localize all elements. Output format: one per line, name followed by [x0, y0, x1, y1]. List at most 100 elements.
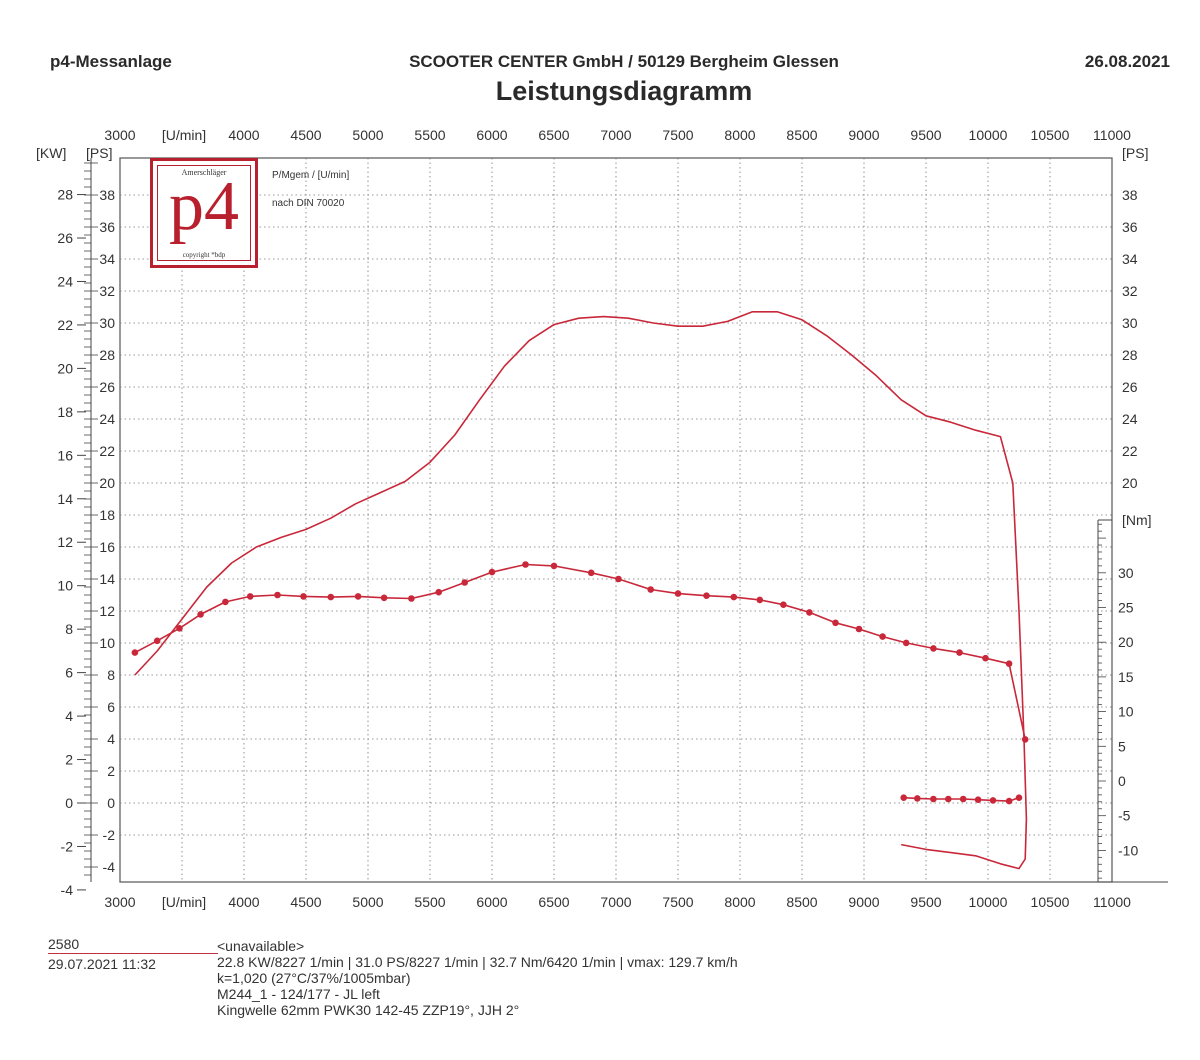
nm-tick-label: 0 [1118, 773, 1126, 789]
data-point [806, 609, 813, 616]
kw-tick-label: 14 [57, 491, 73, 507]
ps-left-tick-label: 18 [99, 507, 115, 523]
x-tick-label-top: 10500 [1031, 127, 1070, 143]
logo-top-text: Amerschläger [181, 168, 227, 177]
ps-right-tick-label: 34 [1122, 251, 1138, 267]
x-tick-label-bottom: 6000 [476, 894, 507, 910]
x-tick-label-bottom: 6500 [538, 894, 569, 910]
logo-frame [157, 165, 251, 261]
run-id: 2580 [48, 936, 80, 952]
ps-right-tick-label: 28 [1122, 347, 1138, 363]
ps-right-tick-label: 32 [1122, 283, 1138, 299]
x-tick-label-bottom: 4500 [290, 894, 321, 910]
ps-left-tick-label: 16 [99, 539, 115, 555]
nm-tick-label: 25 [1118, 600, 1134, 616]
nm-tick-label: -5 [1118, 808, 1131, 824]
data-point [959, 795, 967, 803]
x-tick-label-top: 10000 [969, 127, 1008, 143]
data-point [1005, 660, 1013, 667]
data-point [300, 593, 307, 600]
run-detail-line: M244_1 - 124/177 - JL left [217, 986, 380, 1002]
ps-left-tick-label: 8 [107, 667, 115, 683]
x-tick-label-bottom: 8500 [786, 894, 817, 910]
kw-tick-label: 4 [65, 708, 73, 724]
data-point [246, 593, 254, 600]
x-tick-label-bottom: 10000 [969, 894, 1008, 910]
x-tick-label-top: 7500 [662, 127, 693, 143]
ps-right-tick-label: 24 [1122, 411, 1138, 427]
data-point [914, 795, 921, 802]
ps-left-tick-label: 10 [99, 635, 115, 651]
data-point [879, 633, 886, 640]
x-tick-label-bottom: 7500 [662, 894, 693, 910]
x-tick-label-top: 9000 [848, 127, 879, 143]
run-detail-line: k=1,020 (27°C/37%/1005mbar) [217, 970, 411, 986]
x-tick-label-bottom: 9000 [848, 894, 879, 910]
x-tick-label-bottom: 7000 [600, 894, 631, 910]
data-point [408, 595, 415, 602]
ps-right-tick-label: 20 [1122, 475, 1138, 491]
x-tick-label-top: 8500 [786, 127, 817, 143]
nm-tick-label: -10 [1118, 842, 1138, 858]
data-point [956, 649, 963, 656]
x-axis-label-top: [U/min] [162, 127, 206, 143]
ps-left-tick-label: 36 [99, 219, 115, 235]
nm-tick-label: 20 [1118, 634, 1134, 650]
data-point [522, 561, 529, 568]
data-point [615, 575, 622, 583]
data-point [354, 593, 362, 600]
data-point [435, 588, 443, 596]
ps-left-tick-label: 2 [107, 763, 115, 779]
ps-left-tick-label: 24 [99, 411, 115, 427]
x-tick-label-bottom: 11000 [1093, 894, 1131, 910]
ps-left-axis-label: [PS] [86, 145, 112, 161]
x-tick-label-top: 11000 [1093, 127, 1131, 143]
data-point [982, 654, 989, 662]
data-point [153, 637, 161, 645]
kw-tick-label: 2 [65, 752, 73, 768]
ps-left-tick-label: 32 [99, 283, 115, 299]
header-left: p4-Messanlage [50, 52, 172, 71]
data-point [730, 593, 738, 601]
kw-tick-label: 26 [57, 230, 73, 246]
ps-right-tick-label: 38 [1122, 187, 1138, 203]
nm-tick-label: 15 [1118, 669, 1134, 685]
data-point [380, 594, 388, 602]
ps-left-tick-label: 34 [99, 251, 115, 267]
x-tick-label-bottom: 8000 [724, 894, 755, 910]
data-point [902, 639, 910, 647]
x-tick-label-top: 6000 [476, 127, 507, 143]
x-tick-label-top: 4000 [228, 127, 259, 143]
data-point [1015, 794, 1023, 801]
x-tick-label-top: 9500 [910, 127, 941, 143]
x-tick-label-top: 5000 [352, 127, 383, 143]
kw-tick-label: 0 [65, 795, 73, 811]
data-point [1021, 736, 1029, 743]
x-tick-label-top: 4500 [290, 127, 321, 143]
nm-tick-label: 5 [1118, 738, 1126, 754]
x-tick-label-top: 5500 [414, 127, 445, 143]
kw-tick-label: 12 [57, 534, 73, 550]
run-date: 29.07.2021 11:32 [48, 956, 156, 972]
ps-right-tick-label: 30 [1122, 315, 1138, 331]
x-tick-label-bottom: 5500 [414, 894, 445, 910]
kw-tick-label: 20 [57, 360, 73, 376]
data-point [274, 591, 281, 599]
data-point [900, 794, 907, 801]
logo-bottom-text: copyright *bdp [182, 251, 226, 259]
kw-tick-label: 18 [57, 404, 73, 420]
data-point [197, 611, 204, 618]
kw-tick-label: -2 [61, 838, 74, 854]
annotation-text: P/Mgem / [U/min] [272, 170, 349, 181]
data-point [131, 649, 139, 656]
ps-left-tick-label: 0 [107, 795, 115, 811]
data-point [1005, 797, 1013, 805]
x-tick-label-bottom: 9500 [910, 894, 941, 910]
kw-tick-label: 8 [65, 621, 73, 637]
data-point [930, 645, 937, 652]
ps-right-tick-label: 22 [1122, 443, 1138, 459]
data-point [647, 586, 654, 593]
data-point [945, 795, 952, 803]
data-point [703, 592, 710, 599]
ps-left-tick-label: 4 [107, 731, 115, 747]
